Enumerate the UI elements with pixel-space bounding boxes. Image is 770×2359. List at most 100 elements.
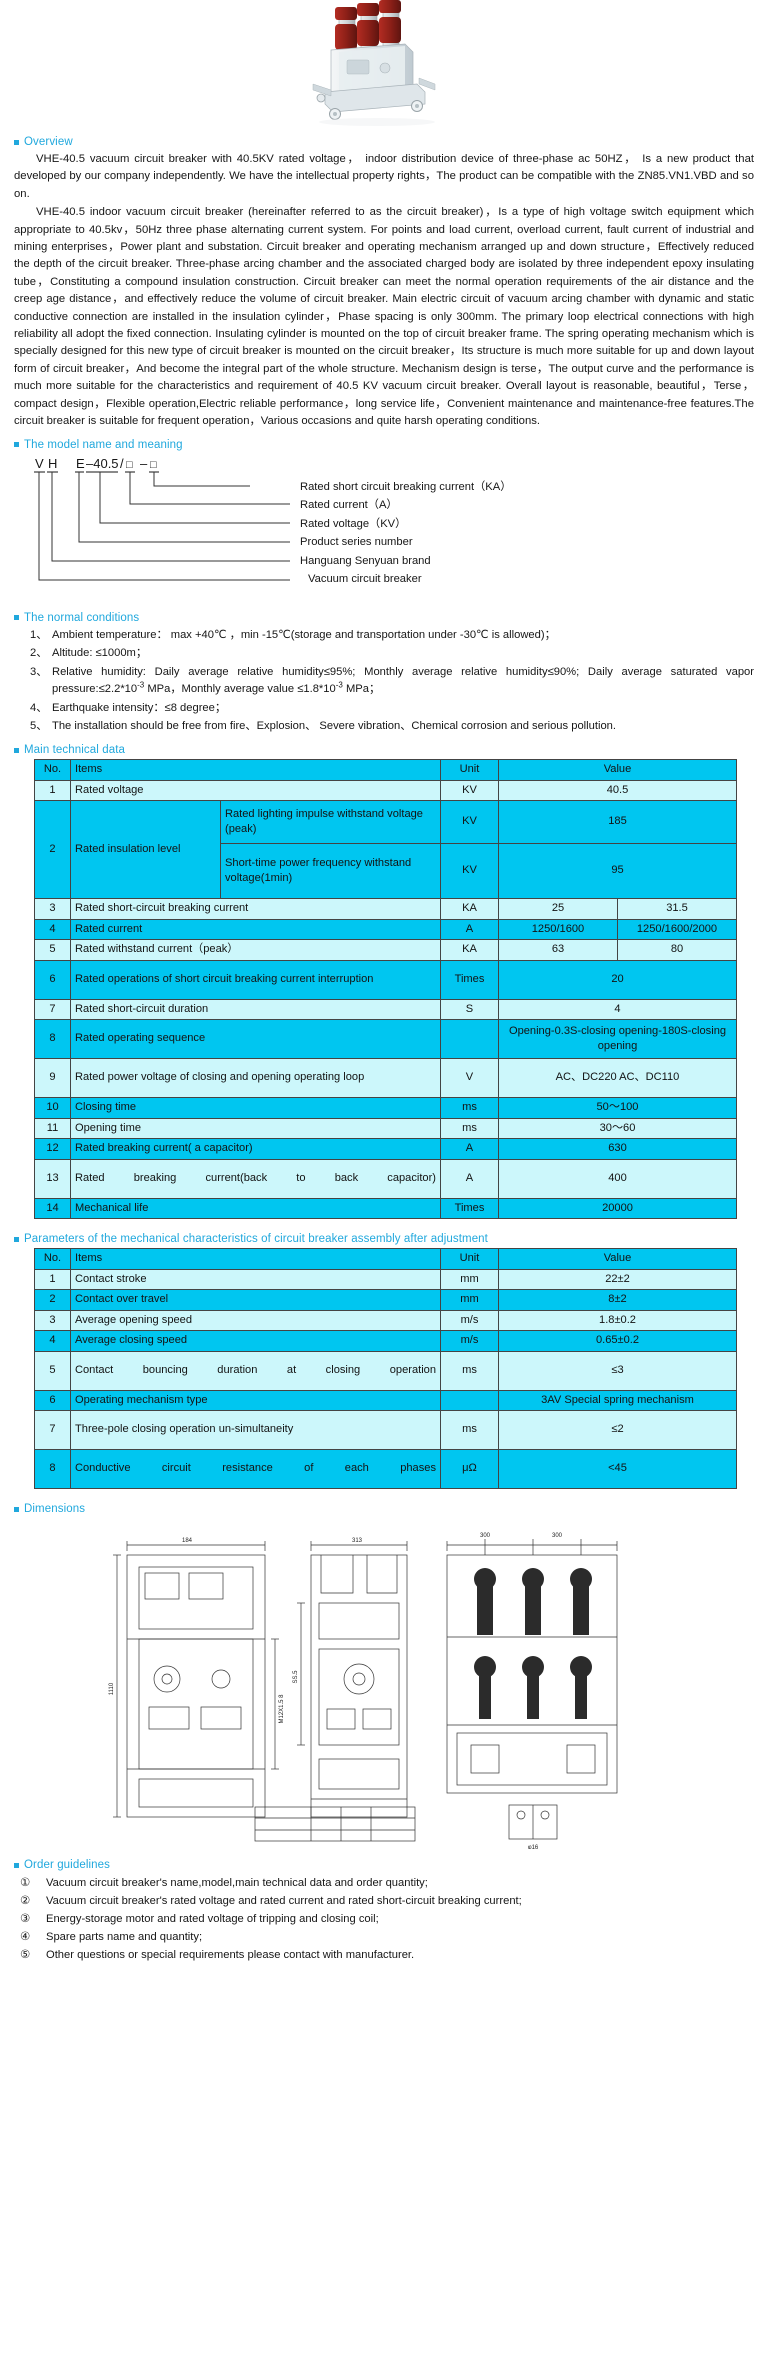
row-value: 0.65±0.2 (498, 1330, 737, 1352)
row-unit: ms (440, 1410, 499, 1451)
model-designation-diagram: V H E –40.5 / □ – □ (0, 454, 770, 604)
row-unit (440, 1019, 499, 1060)
row-unit: ms (440, 1117, 499, 1140)
row-unit: m/s (440, 1330, 499, 1352)
row-no: 5 (34, 939, 71, 961)
row-unit: mm (440, 1289, 499, 1311)
dim-label-mid-height: M12X1.5 8 (279, 1694, 285, 1724)
row-unit: A (440, 1158, 499, 1199)
section-heading-dimensions: Dimensions (14, 1503, 770, 1515)
condition-number-2: 2、 (30, 647, 48, 660)
row-unit: KV (440, 843, 499, 900)
row-item: Rated withstand current（peak） (70, 939, 441, 961)
model-legend-item-5: Vacuum circuit breaker (308, 573, 422, 586)
table-row: 4 Rated current A 1250/1600 1250/1600/20… (34, 918, 737, 941)
order-item-3: ③ Energy-storage motor and rated voltage… (20, 1910, 754, 1928)
order-text-2: Vacuum circuit breaker's rated voltage a… (46, 1895, 522, 1908)
product-photo-illustration (312, 0, 436, 126)
table-row: 3 Rated short-circuit breaking current K… (34, 898, 737, 920)
overview-paragraph-1: VHE-40.5 vacuum circuit breaker with 40.… (14, 153, 754, 200)
row-item: Rated power voltage of closing and openi… (70, 1058, 441, 1099)
square-bullet-icon (14, 1236, 19, 1242)
dim-label-height-total: 1110 (109, 1682, 115, 1695)
condition-item-2: 2、 Altitude: ≤1000m； (30, 645, 754, 663)
condition-text-4: Earthquake intensity：≤8 degree； (52, 701, 227, 714)
row-value-a: 63 (498, 939, 618, 961)
row-value: 4 (498, 998, 737, 1021)
order-text-5: Other questions or special requirements … (46, 1949, 415, 1962)
table-row: 10 Closing time ms 50～100 (34, 1097, 737, 1119)
row-unit: A (440, 1138, 499, 1160)
order-number-4: ④ (20, 1931, 31, 1944)
table-row: 2 Contact over travel mm 8±2 (34, 1289, 737, 1311)
condition-number-5: 5、 (30, 720, 48, 733)
row-value-b: 1250/1600/2000 (617, 918, 737, 941)
row-no: 10 (34, 1097, 71, 1119)
row-no: 12 (34, 1138, 71, 1160)
section-heading-model: The model name and meaning (14, 439, 770, 451)
order-text-1: Vacuum circuit breaker's name,model,main… (46, 1877, 428, 1890)
row-no: 8 (34, 1449, 71, 1490)
table-row: 5 Rated withstand current（peak） KA 63 80 (34, 939, 737, 961)
condition-item-5: 5、 The installation should be free from … (30, 718, 754, 736)
table-row: 5 Contact bouncing duration at closing o… (34, 1350, 737, 1391)
model-code-bracket-lines: V H E –40.5 / □ – □ (34, 456, 290, 580)
table-row: 12 Rated breaking current( a capacitor) … (34, 1138, 737, 1160)
model-heading-label: The model name and meaning (24, 438, 183, 451)
mech-col-items: Items (70, 1248, 441, 1270)
model-legend-item-2: Rated voltage（KV） (300, 517, 407, 530)
row-no: 5 (34, 1350, 71, 1391)
row-no: 6 (34, 959, 71, 1000)
row-no: 9 (34, 1058, 71, 1099)
model-char-dash2: – (140, 456, 148, 471)
row-no: 7 (34, 998, 71, 1021)
square-bullet-icon (14, 442, 19, 447)
row-value: 3AV Special spring mechanism (498, 1389, 737, 1412)
row-item: Contact bouncing duration at closing ope… (70, 1350, 441, 1391)
row-value: 8±2 (498, 1289, 737, 1311)
condition-text-3: Relative humidity: Daily average relativ… (52, 665, 754, 696)
table-header-row: No. Items Unit Value (34, 1248, 737, 1270)
order-guidelines-list: ① Vacuum circuit breaker's name,model,ma… (20, 1874, 754, 1964)
condition-item-1: 1、 Ambient temperature： max +40℃ ，min -1… (30, 627, 754, 645)
model-char-slash: / (120, 456, 124, 471)
row-item: Opening time (70, 1117, 441, 1140)
row-no: 13 (34, 1158, 71, 1199)
row-unit: A (440, 918, 499, 941)
square-bullet-icon (14, 747, 19, 753)
row-no: 2 (34, 800, 71, 900)
dimension-drawing-illustration: 184 313 300 300 1110 SS.5 M12X1.5 8 φ16 (109, 1533, 618, 1849)
condition-number-3: 3、 (30, 665, 48, 678)
section-heading-mech-table: Parameters of the mechanical characteris… (14, 1233, 770, 1245)
condition-text-2: Altitude: ≤1000m； (52, 647, 148, 660)
model-char-E: E (76, 456, 85, 471)
section-heading-main-table: Main technical data (14, 744, 770, 756)
row-value-b: 80 (617, 939, 737, 961)
row-unit: μΩ (440, 1449, 499, 1490)
row-no: 3 (34, 1309, 71, 1332)
section-heading-order: Order guidelines (14, 1859, 770, 1871)
model-char-H: H (48, 456, 57, 471)
row-value: 95 (498, 843, 737, 900)
dim-label-view3-a: 300 (480, 1533, 491, 1539)
row-item: Rated operating sequence (70, 1019, 441, 1060)
model-char-box1: □ (126, 459, 133, 471)
table-row: 13 Rated breaking current(back to back c… (34, 1158, 737, 1199)
row-unit: V (440, 1058, 499, 1099)
row-unit: Times (440, 959, 499, 1000)
mechanical-characteristics-table: No. Items Unit Value 1 Contact stroke mm… (34, 1248, 737, 1490)
row-no: 2 (34, 1289, 71, 1311)
order-number-2: ② (20, 1895, 31, 1908)
order-number-3: ③ (20, 1913, 31, 1926)
row-value: <45 (498, 1449, 737, 1490)
order-item-4: ④ Spare parts name and quantity; (20, 1928, 754, 1946)
row-no: 1 (34, 1268, 71, 1291)
table-row: 11 Opening time ms 30～60 (34, 1117, 737, 1140)
order-number-5: ⑤ (20, 1949, 31, 1962)
row-unit: KV (440, 779, 499, 802)
row-item: Conductive circuit resistance of each ph… (70, 1449, 441, 1490)
row-item: Rated current (70, 918, 441, 941)
row-value: ≤2 (498, 1410, 737, 1451)
table-row: 2 Rated insulation level Rated lighting … (34, 800, 737, 900)
table-row: 4 Average closing speed m/s 0.65±0.2 (34, 1330, 737, 1352)
